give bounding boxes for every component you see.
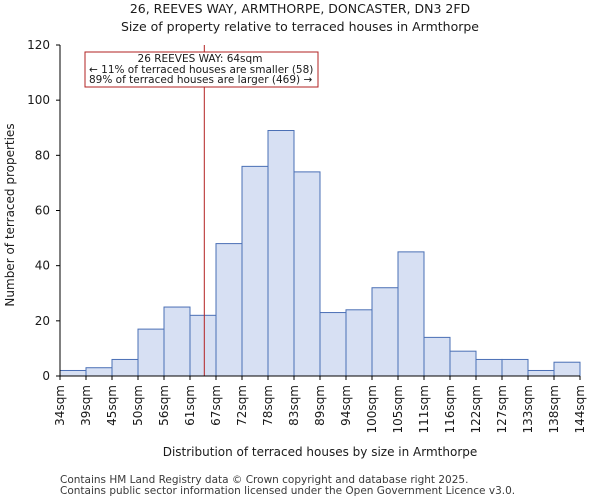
bar-138sqm	[553, 361, 581, 377]
bar-78sqm	[267, 130, 295, 377]
chart-title-line2: Size of property relative to terraced ho…	[121, 19, 479, 34]
x-tick-label: 127sqm	[495, 385, 509, 433]
x-tick-label: 45sqm	[105, 385, 119, 426]
x-tick-label: 67sqm	[209, 385, 223, 426]
axes-group: 0 20 40 60 80 100 120 34sqm 39sqm 45sqm 50sqm 56sqm…	[27, 38, 587, 433]
bar-56sqm	[163, 306, 191, 377]
annotation-larger: 89% of terraced houses are larger (469) …	[89, 74, 312, 86]
bar-133sqm	[527, 369, 555, 377]
bar-100sqm	[371, 287, 399, 377]
y-tick-label: 40	[35, 259, 50, 273]
x-tick-label: 50sqm	[131, 385, 145, 426]
x-tick-label: 111sqm	[417, 385, 431, 433]
x-tick-label: 89sqm	[313, 385, 327, 426]
bars-group	[59, 130, 581, 377]
x-tick-label: 83sqm	[287, 385, 301, 426]
bar-45sqm	[111, 358, 139, 377]
x-tick-label: 72sqm	[235, 385, 249, 426]
bar-122sqm	[475, 358, 503, 377]
bar-116sqm	[449, 350, 477, 377]
bar-50sqm	[137, 328, 165, 377]
x-tick-label: 133sqm	[521, 385, 535, 433]
x-tick-label: 100sqm	[365, 385, 379, 433]
bar-61sqm	[189, 314, 217, 377]
bar-105sqm	[397, 251, 425, 377]
x-tick-label: 144sqm	[573, 385, 587, 433]
bar-39sqm	[85, 367, 113, 377]
x-tick-label: 56sqm	[157, 385, 171, 426]
footer-line1: Contains HM Land Registry data © Crown c…	[60, 474, 468, 486]
x-tick-label: 61sqm	[183, 385, 197, 426]
bar-111sqm	[423, 336, 451, 377]
x-tick-label: 39sqm	[79, 385, 93, 426]
annotation-title: 26 REEVES WAY: 64sqm	[138, 53, 263, 65]
bar-34sqm	[59, 369, 87, 377]
y-tick-label: 100	[27, 93, 50, 107]
bar-94sqm	[345, 309, 373, 377]
bar-72sqm	[241, 165, 269, 377]
x-axis-label: Distribution of terraced houses by size …	[163, 445, 478, 459]
x-tick-label: 105sqm	[391, 385, 405, 433]
y-tick-label: 0	[42, 369, 50, 383]
x-tick-label: 78sqm	[261, 385, 275, 426]
chart-title-line1: 26, REEVES WAY, ARMTHORPE, DONCASTER, DN…	[130, 1, 470, 16]
bar-89sqm	[319, 312, 347, 377]
bar-127sqm	[501, 358, 529, 377]
x-tick-label: 94sqm	[339, 385, 353, 426]
bar-67sqm	[215, 243, 243, 377]
bar-83sqm	[293, 171, 321, 377]
x-tick-label: 116sqm	[443, 385, 457, 433]
footer-line2: Contains public sector information licen…	[60, 485, 515, 497]
x-tick-label: 138sqm	[547, 385, 561, 433]
y-tick-label: 20	[35, 314, 50, 328]
y-tick-label: 120	[27, 38, 50, 52]
annotation-box	[84, 51, 319, 88]
x-tick-label: 34sqm	[53, 385, 67, 426]
marker-group: 26 REEVES WAY: 64sqm← 11% of terraced ho…	[84, 45, 319, 376]
y-axis-label: Number of terraced properties	[3, 123, 17, 306]
annotation-smaller: ← 11% of terraced houses are smaller (58…	[89, 64, 313, 76]
x-tick-label: 122sqm	[469, 385, 483, 433]
y-tick-label: 80	[35, 148, 50, 162]
y-tick-label: 60	[35, 204, 50, 218]
